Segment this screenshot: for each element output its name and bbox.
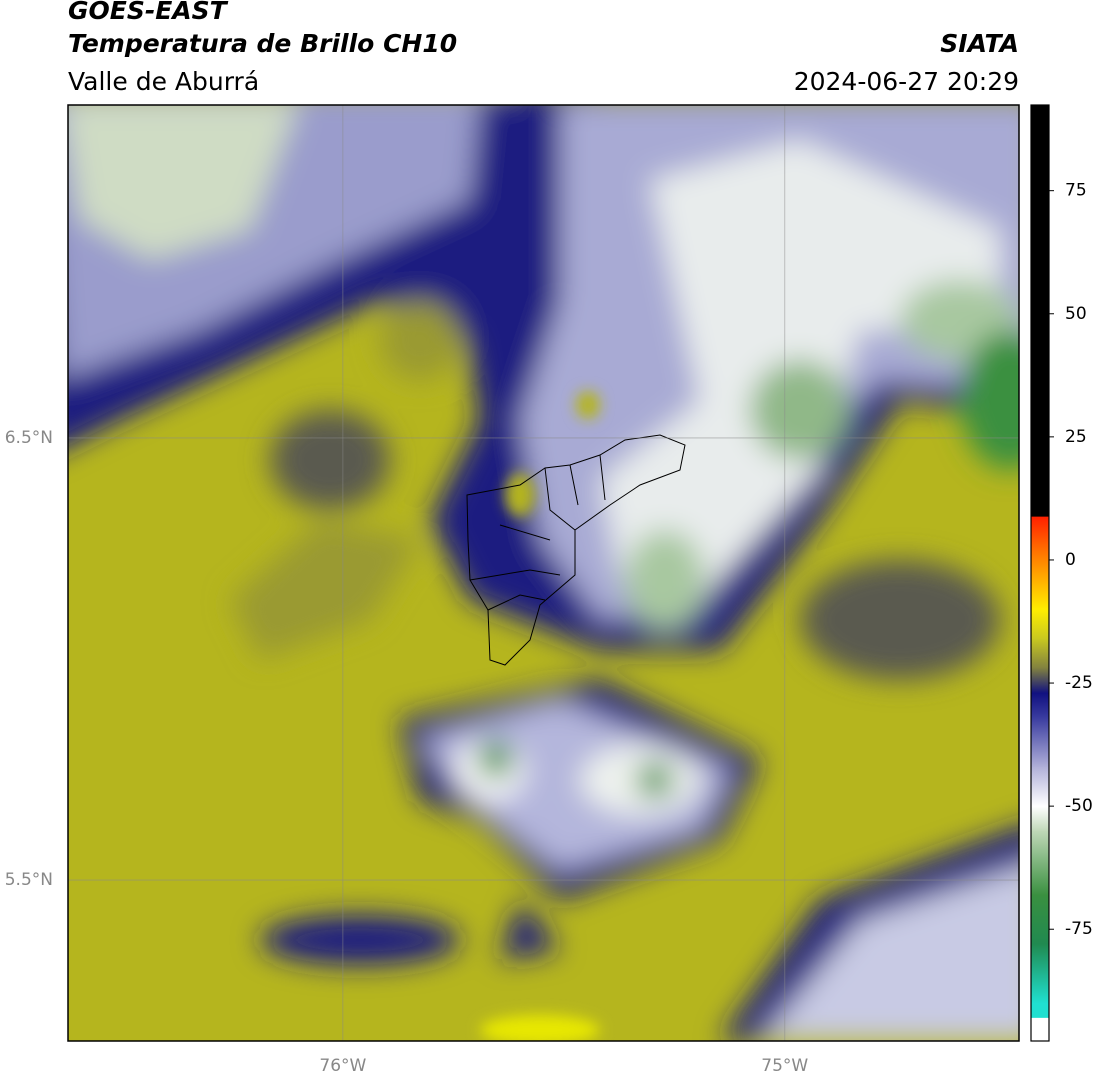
colorbar-segment [1031,806,1049,832]
subtitle: Temperatura de Brillo CH10 [68,29,457,58]
colorbar-tick-label: -75 [1065,919,1093,939]
colorbar-tick-label: 25 [1065,427,1087,447]
colorbar-segment [1031,516,1049,551]
colorbar-tick-label: -50 [1065,796,1093,816]
colorbar-segment [1031,1017,1049,1042]
colorbar-segment [1031,692,1049,719]
satellite-image [68,105,1019,1041]
y-tick-label: 6.5°N [5,428,53,448]
colorbar-tick-label: 0 [1065,550,1076,570]
x-tick-label: 75°W [761,1056,808,1076]
colorbar-tick-label: -25 [1065,673,1093,693]
colorbar: 75 50 25 0 -25 -50 -75 [1031,105,1093,1042]
region: Valle de Aburrá [68,67,259,96]
colorbar-segment [1031,1003,1049,1019]
datetime: 2024-06-27 20:29 [794,67,1019,96]
colorbar-segment [1031,609,1049,640]
x-tick-label: 76°W [319,1056,366,1076]
source: SIATA [940,29,1019,58]
colorbar-segment [1031,105,1049,518]
colorbar-segment [1031,944,1049,1004]
title: GOES-EAST [68,0,229,25]
colorbar-tick-label: 75 [1065,181,1087,201]
colorbar-segment [1031,830,1049,896]
colorbar-tick-label: 50 [1065,304,1087,324]
map-frame [67,104,1020,1042]
colorbar-frame [1030,104,1050,1042]
graticule [68,105,1019,1041]
colorbar-segment [1031,717,1049,768]
y-tick-label: 5.5°N [5,870,53,890]
colorbar-segment [1031,668,1049,694]
colorbar-segment [1031,638,1049,669]
colorbar-segment [1031,766,1049,807]
colorbar-segment [1031,894,1049,945]
colorbar-segment [1031,550,1049,610]
